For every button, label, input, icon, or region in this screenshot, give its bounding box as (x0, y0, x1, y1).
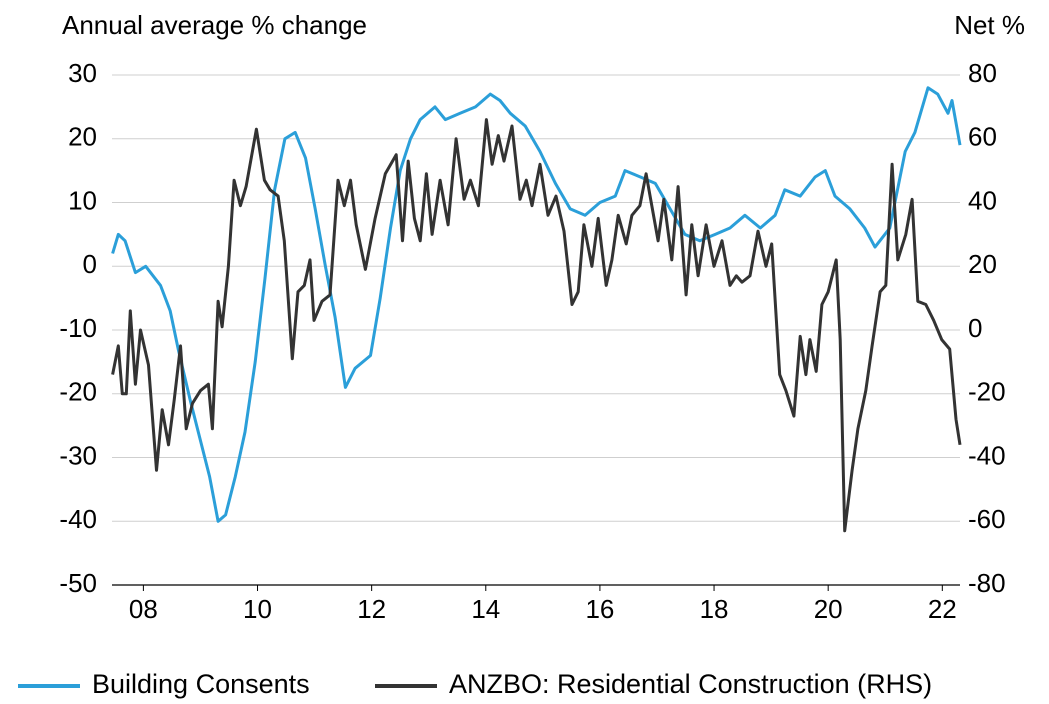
x-tick-label: 16 (585, 594, 614, 624)
legend-label: ANZBO: Residential Construction (RHS) (449, 669, 932, 699)
y2-tick-label: -20 (968, 377, 1006, 407)
x-tick-label: 18 (700, 594, 729, 624)
y2-tick-label: 60 (968, 122, 997, 152)
legend-label: Building Consents (92, 669, 310, 699)
y2-tick-label: 40 (968, 185, 997, 215)
y-tick-label: 30 (68, 58, 97, 88)
series-line (111, 118, 962, 533)
y2-tick-label: -80 (968, 568, 1006, 598)
y2-tick-label: 20 (968, 249, 997, 279)
y-tick-label: -30 (59, 440, 97, 470)
y-tick-label: 10 (68, 185, 97, 215)
y2-tick-label: 0 (968, 313, 982, 343)
y-tick-label: 20 (68, 122, 97, 152)
y2-tick-label: 80 (968, 58, 997, 88)
series-line (111, 86, 962, 523)
x-tick-label: 08 (129, 594, 158, 624)
y-tick-label: -50 (59, 568, 97, 598)
x-tick-label: 12 (357, 594, 386, 624)
x-tick-label: 22 (928, 594, 957, 624)
x-tick-label: 14 (471, 594, 500, 624)
y2-tick-label: -60 (968, 504, 1006, 534)
x-tick-label: 20 (814, 594, 843, 624)
y-tick-label: -10 (59, 313, 97, 343)
y-axis-label: Annual average % change (62, 10, 367, 40)
y2-axis-label: Net % (954, 10, 1025, 40)
y2-tick-label: -40 (968, 440, 1006, 470)
y-tick-label: -20 (59, 377, 97, 407)
y-tick-label: 0 (83, 249, 97, 279)
x-tick-label: 10 (243, 594, 272, 624)
y-tick-label: -40 (59, 504, 97, 534)
